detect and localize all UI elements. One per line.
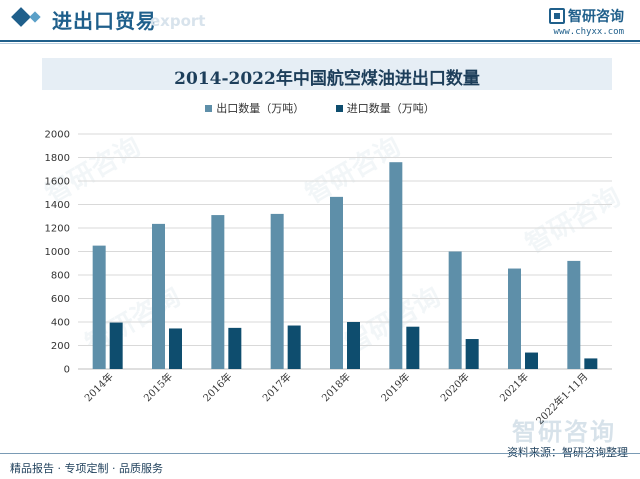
bar-export	[389, 162, 403, 369]
bar-export	[330, 196, 343, 369]
section-title: 进出口贸易	[52, 9, 157, 33]
x-tick-label: 2017年	[260, 370, 294, 404]
bar-import	[287, 325, 301, 369]
bar-import	[584, 358, 598, 369]
watermark-logo: 智研咨询	[512, 418, 616, 446]
x-tick-label: 2016年	[200, 370, 234, 404]
bar-import	[347, 322, 360, 369]
y-tick-label: 400	[51, 318, 70, 329]
chart-title-band: 2014-2022年中国航空煤油进出口数量	[42, 58, 612, 90]
x-tick-label: 2019年	[378, 370, 412, 404]
y-tick-label: 1000	[45, 247, 70, 258]
chart-title: 2014-2022年中国航空煤油进出口数量	[174, 69, 480, 89]
bar-import	[465, 339, 479, 369]
x-tick-label: 2018年	[319, 370, 353, 404]
logo-name: 智研咨询	[568, 8, 624, 25]
x-tick-label: 2021年	[497, 370, 531, 404]
bar-import	[525, 352, 538, 369]
y-tick-label: 1800	[45, 153, 70, 164]
logo-icon	[549, 7, 565, 24]
header-bar: 进出口贸易 export 智研咨询 www.chyxx.com	[0, 0, 640, 40]
y-tick-label: 1400	[45, 200, 70, 211]
bar-export	[92, 245, 106, 369]
logo-url: www.chyxx.com	[553, 26, 624, 37]
x-tick-label: 2014年	[82, 370, 116, 404]
y-tick-label: 1200	[45, 224, 70, 235]
brand-logo: 智研咨询 www.chyxx.com	[549, 5, 624, 37]
legend-swatch-export	[205, 104, 213, 112]
chart-legend: 出口数量（万吨） 进口数量（万吨）	[0, 100, 640, 116]
bar-export	[152, 223, 165, 369]
bar-export	[270, 213, 284, 369]
bar-export	[567, 260, 581, 369]
y-tick-label: 800	[51, 271, 70, 282]
y-tick-label: 200	[51, 341, 70, 352]
bar-export	[211, 215, 225, 369]
bar-import	[109, 322, 123, 369]
footer-divider	[0, 453, 640, 454]
bar-import	[228, 327, 242, 369]
y-tick-label: 600	[51, 294, 70, 305]
x-tick-label: 2015年	[141, 370, 175, 404]
y-tick-label: 2000	[45, 130, 70, 141]
legend-item-import: 进口数量（万吨）	[335, 100, 435, 116]
bar-import	[406, 326, 420, 369]
y-tick-label: 0	[64, 365, 70, 376]
source-note: 资料来源：智研咨询整理	[507, 446, 628, 459]
legend-swatch-import	[335, 104, 343, 112]
section-ghost-text: export	[150, 12, 206, 30]
legend-label-import: 进口数量（万吨）	[346, 102, 435, 115]
bar-export	[508, 268, 521, 369]
header-divider-thin	[0, 43, 640, 44]
bar-import	[169, 328, 182, 369]
bar-export	[448, 251, 462, 369]
header-divider	[0, 40, 640, 42]
y-tick-label: 1600	[45, 177, 70, 188]
legend-label-export: 出口数量（万吨）	[216, 102, 305, 115]
footer-slogan: 精品报告 · 专项定制 · 品质服务	[10, 462, 163, 475]
legend-item-export: 出口数量（万吨）	[205, 100, 304, 116]
x-tick-label: 2020年	[438, 370, 472, 404]
